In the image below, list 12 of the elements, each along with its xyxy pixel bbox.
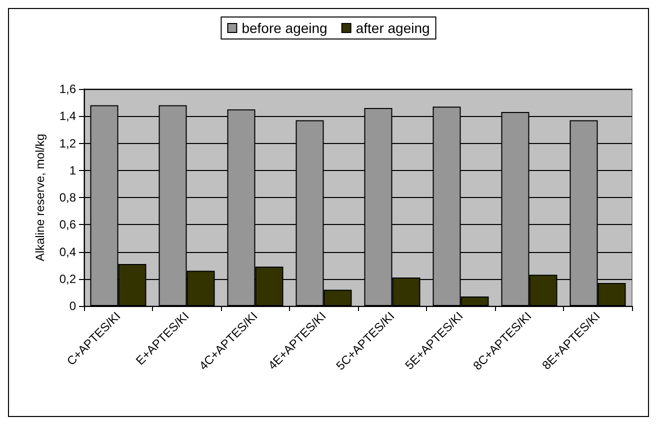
y-tick-label: 0,2 [59, 272, 76, 286]
y-tick-label: 1,2 [59, 136, 76, 150]
y-tick-label: 0,4 [59, 244, 76, 259]
y-tick-label: 0,8 [59, 190, 76, 204]
y-tick-label: 1,4 [59, 109, 76, 124]
legend-label: before ageing [242, 20, 328, 36]
y-tick-label: 0,6 [59, 218, 76, 232]
y-tick-label: 1 [69, 163, 76, 178]
y-tick-label: 1,6 [59, 82, 76, 96]
y-axis-title: Alkaline reserve, mol/kg [33, 134, 47, 262]
y-tick-label: 0 [69, 299, 76, 313]
legend-label: after ageing [356, 20, 430, 36]
